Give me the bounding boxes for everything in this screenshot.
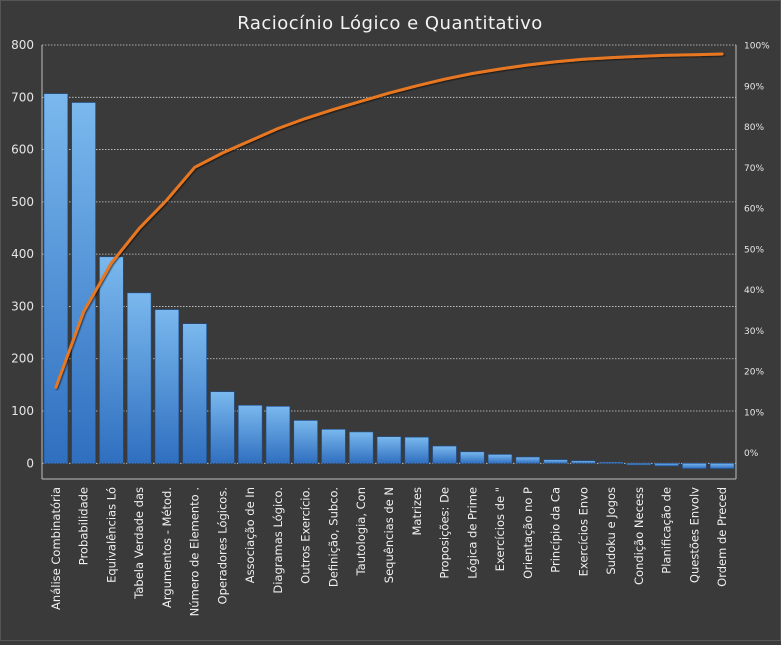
bar [710, 463, 734, 468]
y2-tick-label: 90% [744, 82, 764, 92]
y2-tick-label: 70% [744, 164, 764, 174]
y-axis-secondary: 0% 10% 20% 30% 40% 50% 60% 70% 80% 90% 100% [736, 42, 770, 480]
x-tick-label: Exercícios Envo [576, 487, 590, 576]
bar [599, 462, 623, 463]
y2-tick-label: 10% [744, 408, 764, 418]
y-tick-label: 800 [11, 38, 34, 52]
y-tick-label: 500 [11, 195, 34, 209]
bar [322, 429, 346, 463]
y-tick-label: 200 [11, 352, 34, 366]
x-tick-label: Análise Combinatória [49, 487, 63, 610]
bar [127, 293, 151, 463]
y2-tick-label: 20% [744, 368, 764, 378]
x-tick-label: Matrizes [410, 487, 424, 536]
y-tick-label: 600 [11, 143, 34, 157]
bar [44, 94, 68, 464]
y2-tick-label: 100% [744, 42, 770, 52]
x-tick-label: Exercícios de " [493, 487, 507, 571]
x-tick-label: Equivalências Ló [104, 487, 118, 583]
y-tick-label: 400 [11, 247, 34, 261]
y2-tick-label: 80% [744, 123, 764, 133]
bar [377, 437, 401, 464]
x-tick-label: Sequências de N [382, 487, 396, 583]
x-tick-label: Orientação no P [521, 487, 535, 579]
x-tick-label: Ordem de Preced [715, 487, 729, 587]
bar [99, 257, 123, 464]
x-tick-label: Tautologia, Con [354, 487, 368, 576]
y-tick-label: 100 [11, 404, 34, 418]
x-tick-label: Operadores Lógicos. [215, 487, 229, 604]
x-tick-label: Outros Exercício. [299, 487, 313, 584]
x-tick-label: Probabilidade [77, 487, 91, 565]
bar [627, 463, 651, 465]
x-tick-label: Lógica de Prime [465, 487, 479, 579]
chart-title: Raciocínio Lógico e Quantitativo [237, 13, 543, 34]
y-tick-label: 0 [26, 456, 34, 470]
bar [488, 454, 512, 463]
x-tick-label: Associação de In [243, 487, 257, 583]
bar [238, 405, 262, 463]
bar [682, 463, 706, 468]
bar [72, 103, 96, 464]
bar [294, 420, 318, 463]
x-tick-label: Questões Envolv [687, 487, 701, 583]
x-tick-label: Planificação de [660, 487, 674, 574]
bar [571, 461, 595, 464]
bar [183, 324, 207, 464]
bar [266, 406, 290, 463]
y2-tick-label: 50% [744, 245, 764, 255]
x-tick-label: Diagramas Lógico. [271, 487, 285, 594]
x-tick-label: Princípio da Ca [549, 487, 563, 573]
bar [349, 432, 373, 463]
x-tick-label: Argumentos - Métod. [160, 487, 174, 608]
x-axis: Análise Combinatória Probabilidade Equival… [42, 479, 736, 616]
y-axis-primary: 0 100 200 300 400 500 600 700 800 [11, 38, 42, 479]
x-tick-label: Tabela Verdade das [132, 487, 146, 600]
y-tick-label: 300 [11, 299, 34, 313]
bar [433, 446, 457, 463]
bar [655, 463, 679, 466]
bar [211, 392, 235, 464]
x-tick-label: Sudoku e Jogos [604, 487, 618, 575]
y2-tick-label: 40% [744, 286, 764, 296]
bar [460, 452, 484, 464]
x-tick-label: Número de Elemento . [188, 487, 202, 616]
y2-tick-label: 60% [744, 205, 764, 215]
x-tick-label: Proposições: De [438, 487, 452, 579]
bar [516, 457, 540, 463]
y2-tick-label: 30% [744, 327, 764, 337]
x-tick-label: Condição Necess [632, 487, 646, 585]
bar [544, 460, 568, 464]
bar [155, 310, 179, 464]
bar [405, 437, 429, 463]
y2-tick-label: 0% [744, 449, 759, 459]
x-tick-label: Definição, Subco. [327, 487, 341, 587]
y-tick-label: 700 [11, 90, 34, 104]
